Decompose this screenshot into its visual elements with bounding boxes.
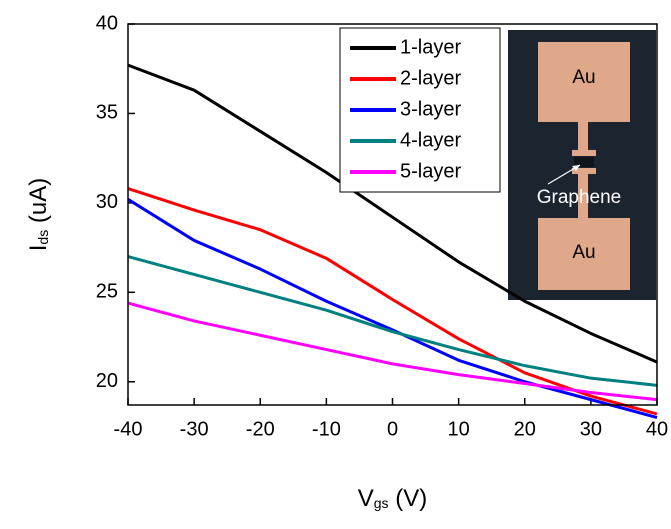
x-tick-label: 0: [387, 418, 398, 440]
data-line: [127, 63, 658, 364]
y-axis-label-part: ds: [35, 230, 51, 245]
electrode: [538, 218, 630, 290]
x-axis-label-part: gs: [374, 495, 389, 511]
legend-label: 4-layer: [400, 129, 461, 151]
data-line: [127, 198, 658, 419]
inset-label: Au: [572, 67, 595, 88]
plot-frame: [127, 23, 658, 406]
x-tick-label: -20: [246, 418, 275, 440]
x-tick-label: 10: [448, 418, 470, 440]
x-tick-label: -10: [312, 418, 341, 440]
electrode-tip: [572, 150, 596, 156]
inset-photo: [508, 30, 656, 300]
electrode-tip: [572, 168, 596, 174]
y-tick-label: 20: [96, 370, 118, 392]
x-tick-label: 20: [514, 418, 536, 440]
x-axis-label: Vgs (V): [358, 485, 427, 512]
legend-label: 3-layer: [400, 98, 461, 120]
legend-label: 5-layer: [400, 160, 461, 182]
x-tick-label: -30: [180, 418, 209, 440]
x-axis-label-part: V: [358, 485, 374, 512]
y-axis-label-part: I: [25, 245, 52, 252]
legend-label: 2-layer: [400, 67, 461, 89]
x-tick-label: 30: [580, 418, 602, 440]
data-line: [127, 255, 658, 387]
y-tick-label: 35: [96, 102, 118, 124]
electrode-neck: [578, 122, 588, 150]
data-line: [127, 301, 658, 402]
x-axis-label-part: (V): [389, 485, 428, 512]
y-tick-label: 25: [96, 281, 118, 303]
inset-label: Graphene: [537, 187, 622, 208]
graphene-channel: [574, 157, 594, 167]
x-tick-label: 40: [646, 418, 668, 440]
arrowhead: [572, 165, 580, 171]
y-tick-label: 30: [96, 191, 118, 213]
legend-label: 1-layer: [400, 36, 461, 58]
x-tick-label: -40: [114, 418, 143, 440]
electrode-neck: [578, 174, 588, 218]
y-axis-label-part: (uA): [25, 178, 52, 230]
y-axis-label: Ids (uA): [25, 178, 52, 251]
y-tick-label: 40: [96, 12, 118, 34]
inset-label: Au: [572, 242, 595, 263]
electrode: [538, 42, 630, 122]
